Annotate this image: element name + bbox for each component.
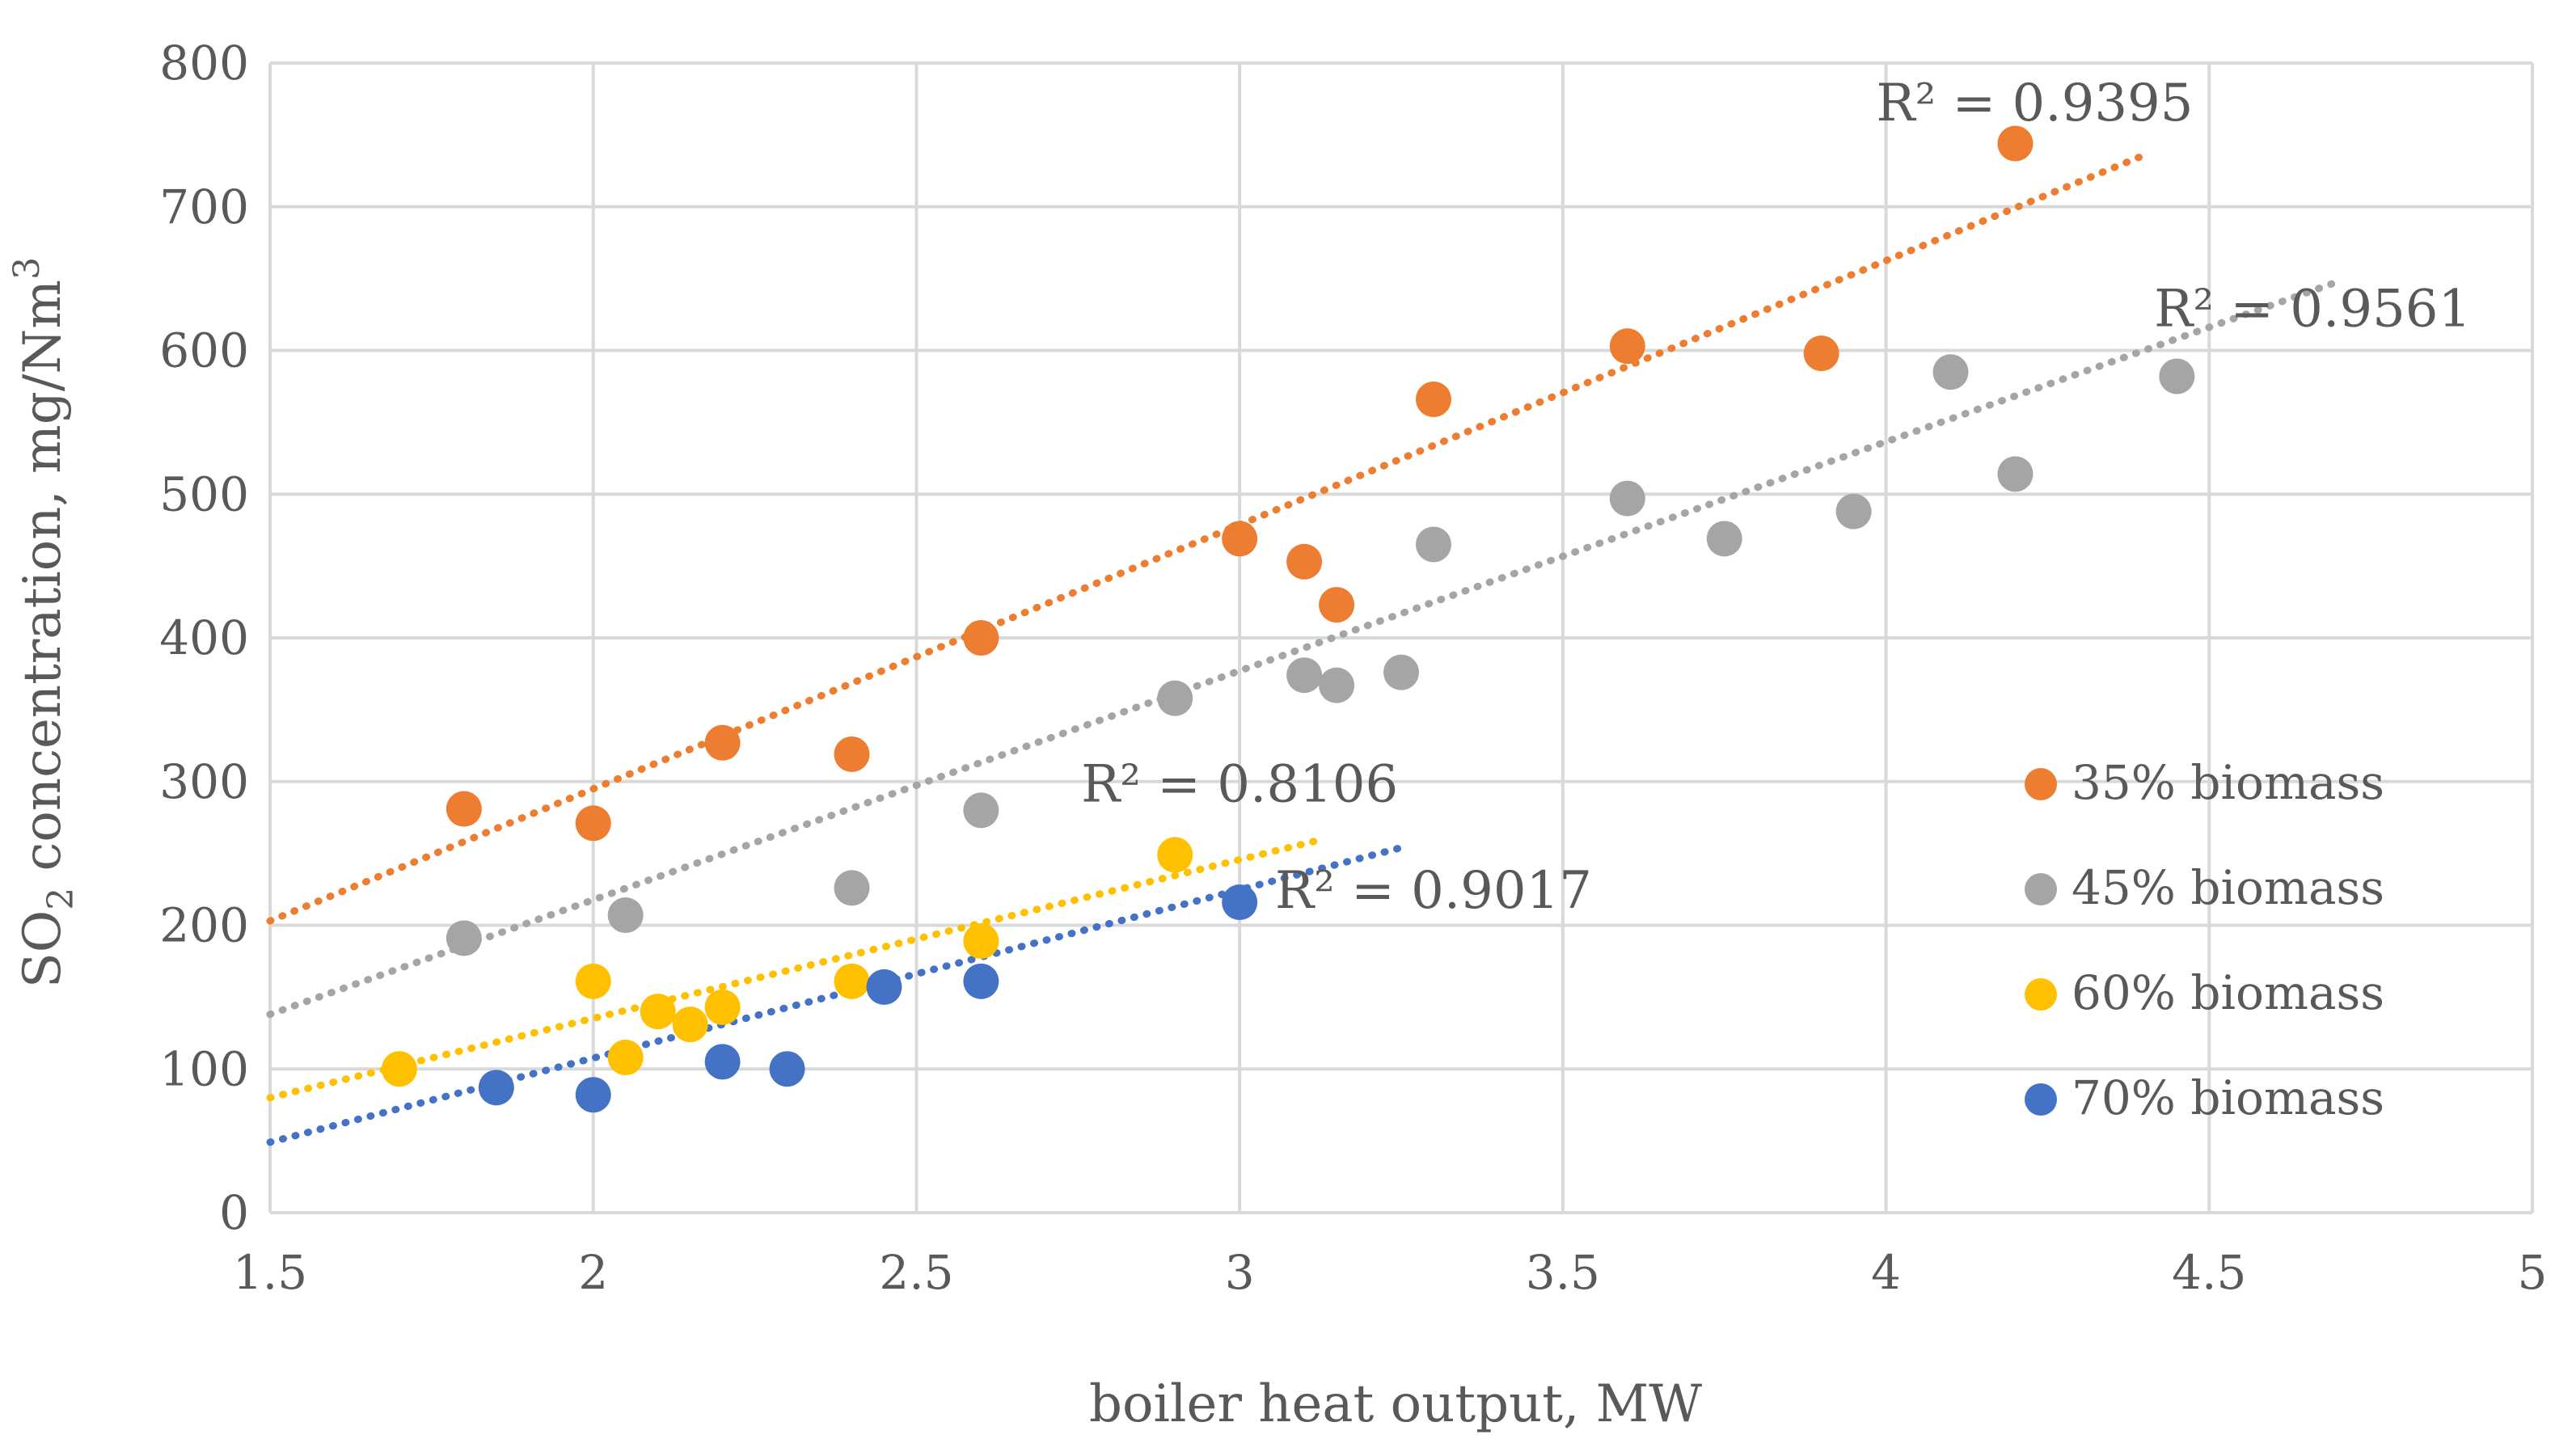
point-60-biomass (607, 1040, 644, 1076)
point-45-biomass (963, 792, 999, 829)
point-60-biomass (704, 989, 741, 1025)
point-60-biomass (381, 1051, 417, 1087)
point-45-biomass (446, 920, 482, 956)
grid-lines (268, 61, 2534, 1214)
point-45-biomass (1286, 657, 1323, 694)
legend-label-35-biomass: 35% biomass (2072, 755, 2384, 810)
point-45-biomass (1157, 680, 1193, 716)
point-70-biomass (769, 1051, 805, 1087)
point-45-biomass (2159, 358, 2195, 395)
y-tick-label: 500 (159, 466, 249, 521)
point-35-biomass (834, 736, 870, 772)
y-tick-label: 600 (159, 323, 249, 378)
tick-labels: 0 100 200 300 400 500 600 700 800 1.5 2 2.5 3 3.5 4 4.5… (159, 36, 2547, 1300)
y-tick-label: 0 (219, 1185, 249, 1240)
point-35-biomass (1803, 336, 1839, 372)
point-35-biomass (704, 724, 741, 761)
y-axis-label-superscript: 3 (6, 257, 48, 280)
y-tick-label: 700 (159, 179, 249, 234)
y-tick-label: 400 (159, 610, 249, 665)
point-60-biomass (834, 963, 870, 999)
legend-label-45-biomass: 45% biomass (2072, 860, 2384, 915)
trendline-60-biomass (266, 835, 1328, 1102)
point-45-biomass (1835, 493, 1872, 530)
y-tick-label: 100 (159, 1041, 249, 1096)
r2-label-45-biomass: R² = 0.9561 (2154, 279, 2471, 339)
point-35-biomass (1609, 328, 1645, 365)
point-45-biomass (1932, 354, 1969, 390)
point-45-biomass (1319, 667, 1355, 703)
point-45-biomass (1997, 456, 2034, 492)
data-points (381, 125, 2195, 1113)
point-60-biomass (1157, 837, 1193, 873)
point-45-biomass (607, 897, 644, 934)
x-tick-label: 3.5 (1526, 1245, 1600, 1300)
r2-label-60-biomass: R² = 0.8106 (1081, 755, 1398, 815)
trendline-35-biomass (266, 151, 2148, 925)
point-60-biomass (575, 963, 611, 999)
trendline-45-biomass (266, 277, 2342, 1019)
point-45-biomass (1609, 480, 1645, 517)
point-45-biomass (834, 870, 870, 906)
point-35-biomass (1319, 587, 1355, 623)
legend-marker-35-biomass (2025, 768, 2057, 800)
x-tick-label: 3 (1225, 1245, 1255, 1300)
legend-label-70-biomass: 70% biomass (2072, 1070, 2384, 1125)
point-70-biomass (963, 963, 999, 999)
legend-marker-60-biomass (2025, 978, 2057, 1011)
y-axis-label-prefix: SO (13, 910, 73, 988)
x-tick-label: 1.5 (233, 1245, 307, 1300)
point-35-biomass (1997, 125, 2034, 162)
x-axis-label: boiler heat output, MW (1089, 1374, 1702, 1434)
point-35-biomass (963, 620, 999, 656)
legend: 35% biomass 45% biomass 60% biomass 70% bio… (2025, 755, 2384, 1125)
point-35-biomass (1222, 521, 1258, 557)
x-tick-label: 2 (578, 1245, 608, 1300)
point-60-biomass (640, 994, 676, 1030)
point-35-biomass (1415, 381, 1451, 417)
x-tick-label: 2.5 (879, 1245, 953, 1300)
r2-label-70-biomass: R² = 0.9017 (1275, 861, 1592, 921)
legend-label-60-biomass: 60% biomass (2072, 965, 2384, 1020)
point-70-biomass (575, 1077, 611, 1113)
point-35-biomass (446, 791, 482, 827)
trendline-70-biomass (266, 844, 1405, 1146)
y-axis-label-middle: concentration, mg/Nm (13, 280, 73, 888)
point-60-biomass (963, 923, 999, 960)
point-70-biomass (478, 1070, 514, 1106)
x-tick-label: 4 (1871, 1245, 1901, 1300)
point-70-biomass (1222, 884, 1258, 921)
point-45-biomass (1415, 526, 1451, 563)
point-35-biomass (1286, 543, 1323, 580)
point-45-biomass (1706, 521, 1742, 557)
point-35-biomass (575, 805, 611, 842)
y-tick-label: 300 (159, 754, 249, 809)
r2-labels: R² = 0.9395 R² = 0.9561 R² = 0.8106 R² = 0.… (1081, 74, 2471, 921)
point-45-biomass (1383, 654, 1419, 690)
point-60-biomass (672, 1007, 708, 1043)
y-axis-label-subscript: 2 (40, 888, 82, 910)
r2-label-35-biomass: R² = 0.9395 (1876, 74, 2193, 133)
trendlines (266, 151, 2342, 1146)
y-tick-label: 200 (159, 898, 249, 953)
point-70-biomass (866, 969, 902, 1005)
x-tick-label: 5 (2518, 1245, 2548, 1300)
y-axis-label: SO2 concentration, mg/Nm3 (6, 257, 82, 988)
point-70-biomass (704, 1044, 741, 1080)
legend-marker-45-biomass (2025, 873, 2057, 905)
x-tick-label: 4.5 (2172, 1245, 2246, 1300)
legend-marker-70-biomass (2025, 1083, 2057, 1116)
y-tick-label: 800 (159, 36, 249, 91)
